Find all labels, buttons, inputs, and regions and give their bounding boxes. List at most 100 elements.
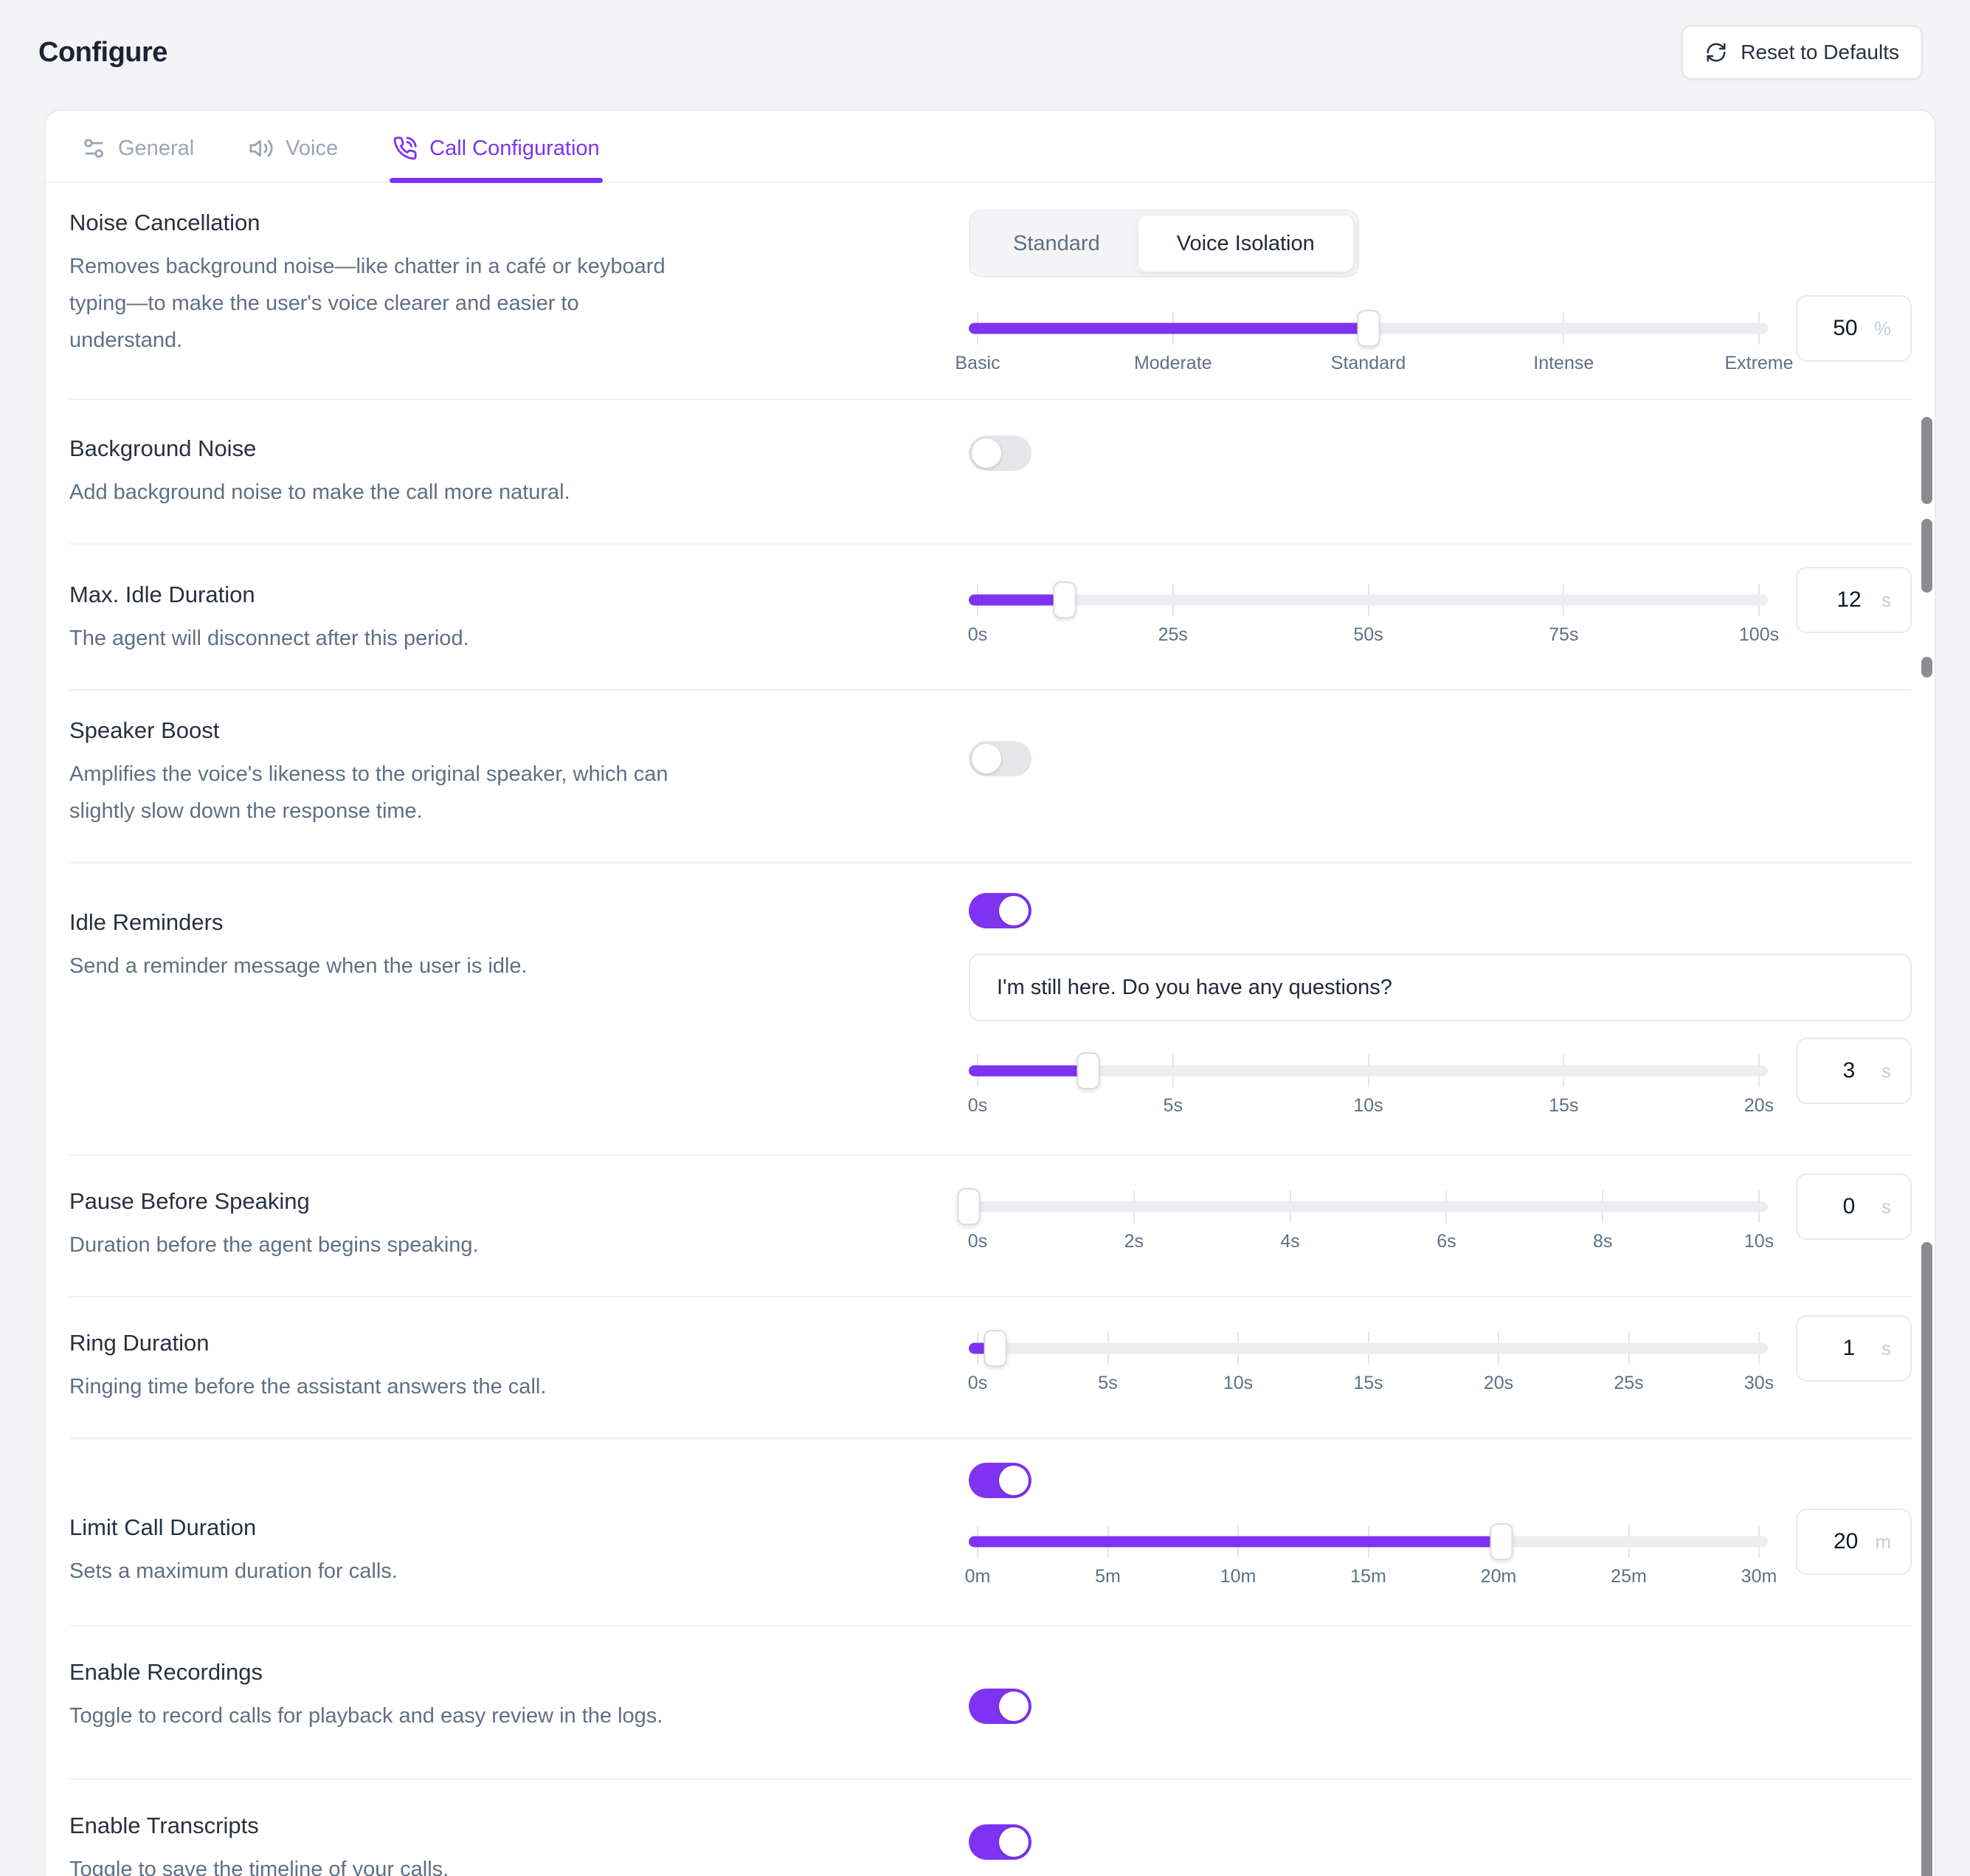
limit-call-duration-slider[interactable]: 0m 5m 10m 15m 20m 25m 30m [965,1523,1777,1587]
value-unit: s [1881,1337,1891,1359]
page-title: Configure [38,36,167,68]
pause-before-speaking-slider[interactable]: 0s 2s 4s 6s 8s 10s [957,1188,1774,1252]
scrollbar-thumb[interactable] [1921,417,1932,504]
tick-label: 8s [1592,1231,1613,1252]
reset-to-defaults-button[interactable]: Reset to Defaults [1682,25,1923,80]
value-number: 0 [1842,1194,1856,1218]
tab-call-configuration[interactable]: Call Configuration [390,111,603,183]
tick-label: 25s [1158,624,1188,645]
tick-label: 20m [1480,1566,1517,1587]
idle-reminder-delay-slider[interactable]: 0s 5s 10s 15s 20s [968,1052,1774,1116]
scrollbar-thumb[interactable] [1921,1242,1932,1876]
tick-label: 20s [1483,1373,1514,1393]
slider-thumb[interactable] [1053,582,1076,618]
speaker-icon [249,139,273,157]
tick-label: 50s [1353,624,1383,645]
segment-standard[interactable]: Standard [975,215,1138,272]
tick-label: 0s [967,1373,988,1393]
tick-label: 0s [967,624,988,645]
setting-description: Add background noise to make the call mo… [69,480,570,504]
setting-title: Background Noise [69,435,257,461]
tab-voice[interactable]: Voice [246,111,341,182]
tick-label: 10m [1220,1566,1257,1587]
tab-general[interactable]: General [78,111,197,182]
slider-fill [969,1065,1089,1077]
tick-label: 2s [1124,1231,1144,1252]
speaker-boost-toggle[interactable] [969,741,1031,776]
max-idle-duration-value[interactable]: 12 s [1796,567,1912,633]
tick-label: Moderate [1133,353,1212,373]
tick-label: 15s [1353,1373,1383,1393]
setting-title: Enable Transcripts [69,1813,259,1838]
tick-label: 10s [1223,1373,1254,1393]
slider-fill [969,323,1369,334]
setting-description: Toggle to save the timeline of your call… [69,1858,449,1876]
noise-cancellation-level-slider[interactable]: Basic Moderate Standard Intense Extreme [955,310,1794,373]
idle-reminder-message-input[interactable] [969,953,1912,1021]
enable-transcripts-toggle[interactable] [969,1824,1031,1860]
setting-title: Speaker Boost [69,717,220,743]
tick-label: 75s [1549,624,1579,645]
tick-label: 30s [1743,1373,1774,1393]
limit-call-duration-toggle[interactable] [969,1463,1031,1498]
setting-row-speaker-boost: Speaker Boost Amplifies the voice's like… [69,689,1912,862]
setting-title: Idle Reminders [69,909,224,935]
tick-label: 15m [1350,1566,1386,1587]
ring-duration-slider[interactable]: 0s 5s 10s 15s 20s 25s 30s [968,1330,1774,1393]
sliders-icon [84,139,103,158]
tab-voice-label: Voice [286,136,339,160]
background-noise-toggle[interactable] [969,435,1031,471]
scrollbar-thumb[interactable] [1921,519,1932,593]
setting-description: Amplifies the voice's likeness to the or… [69,762,668,823]
max-idle-duration-slider[interactable]: 0s 25s 50s 75s 100s [968,582,1779,645]
setting-description: Duration before the agent begins speakin… [69,1233,479,1257]
enable-recordings-toggle[interactable] [969,1689,1031,1724]
scrollbar-thumb[interactable] [1921,657,1932,677]
tick-label: 25m [1611,1566,1647,1587]
slider-thumb[interactable] [1076,1052,1100,1089]
slider-fill [969,594,1065,606]
limit-call-duration-value[interactable]: 20 m [1796,1508,1912,1575]
page-header: Configure Reset to Defaults [0,0,1970,108]
value-unit: s [1881,1195,1891,1218]
tab-bar: General Voice Call Configuration [46,111,1935,183]
value-number: 3 [1842,1058,1856,1083]
tick-label: Intense [1533,353,1594,373]
setting-row-pause-before-speaking: Pause Before Speaking Duration before th… [69,1154,1912,1296]
setting-row-max-idle-duration: Max. Idle Duration The agent will discon… [69,543,1912,689]
slider-thumb[interactable] [1357,310,1380,347]
tick-label: 5m [1095,1566,1121,1587]
noise-cancellation-mode-segmented: Standard Voice Isolation [969,210,1359,277]
tick-label: 15s [1549,1095,1579,1116]
noise-cancellation-value[interactable]: 50 % [1796,295,1912,362]
tick-label: 20s [1743,1095,1774,1116]
tick-label: 5s [1098,1373,1118,1393]
tick-label: 30m [1741,1566,1777,1587]
settings-card: General Voice Call Configuration Noise C… [44,109,1936,1876]
slider-thumb[interactable] [984,1330,1007,1367]
setting-row-background-noise: Background Noise Add background noise to… [69,399,1912,543]
slider-tick-labels: 0s 2s 4s 6s 8s 10s [968,1231,1774,1255]
tick-label: Basic [955,353,1000,373]
slider-thumb[interactable] [957,1188,981,1225]
value-number: 1 [1842,1336,1856,1360]
slider-tick-labels: 0s 5s 10s 15s 20s [968,1095,1774,1119]
slider-tick-labels: 0s 25s 50s 75s 100s [968,624,1779,648]
setting-description: Removes background noise—like chatter in… [69,255,666,352]
segment-voice-isolation[interactable]: Voice Isolation [1138,215,1353,272]
tick-label: Standard [1330,353,1406,373]
slider-tick-labels: Basic Moderate Standard Intense Extreme [955,353,1793,376]
idle-reminders-toggle[interactable] [969,893,1031,928]
setting-row-idle-reminders: Idle Reminders Send a reminder message w… [69,862,1912,1154]
slider-track [969,1201,1768,1213]
tick-label: Extreme [1724,353,1794,373]
setting-description: Toggle to record calls for playback and … [69,1704,663,1728]
slider-thumb[interactable] [1490,1523,1513,1560]
reset-button-label: Reset to Defaults [1741,41,1899,63]
idle-reminder-delay-value[interactable]: 3 s [1796,1038,1912,1104]
setting-title: Enable Recordings [69,1659,263,1685]
setting-title: Limit Call Duration [69,1514,257,1540]
pause-before-speaking-value[interactable]: 0 s [1796,1173,1912,1240]
ring-duration-value[interactable]: 1 s [1796,1315,1912,1382]
setting-row-limit-call-duration: Limit Call Duration Sets a maximum durat… [69,1438,1912,1625]
